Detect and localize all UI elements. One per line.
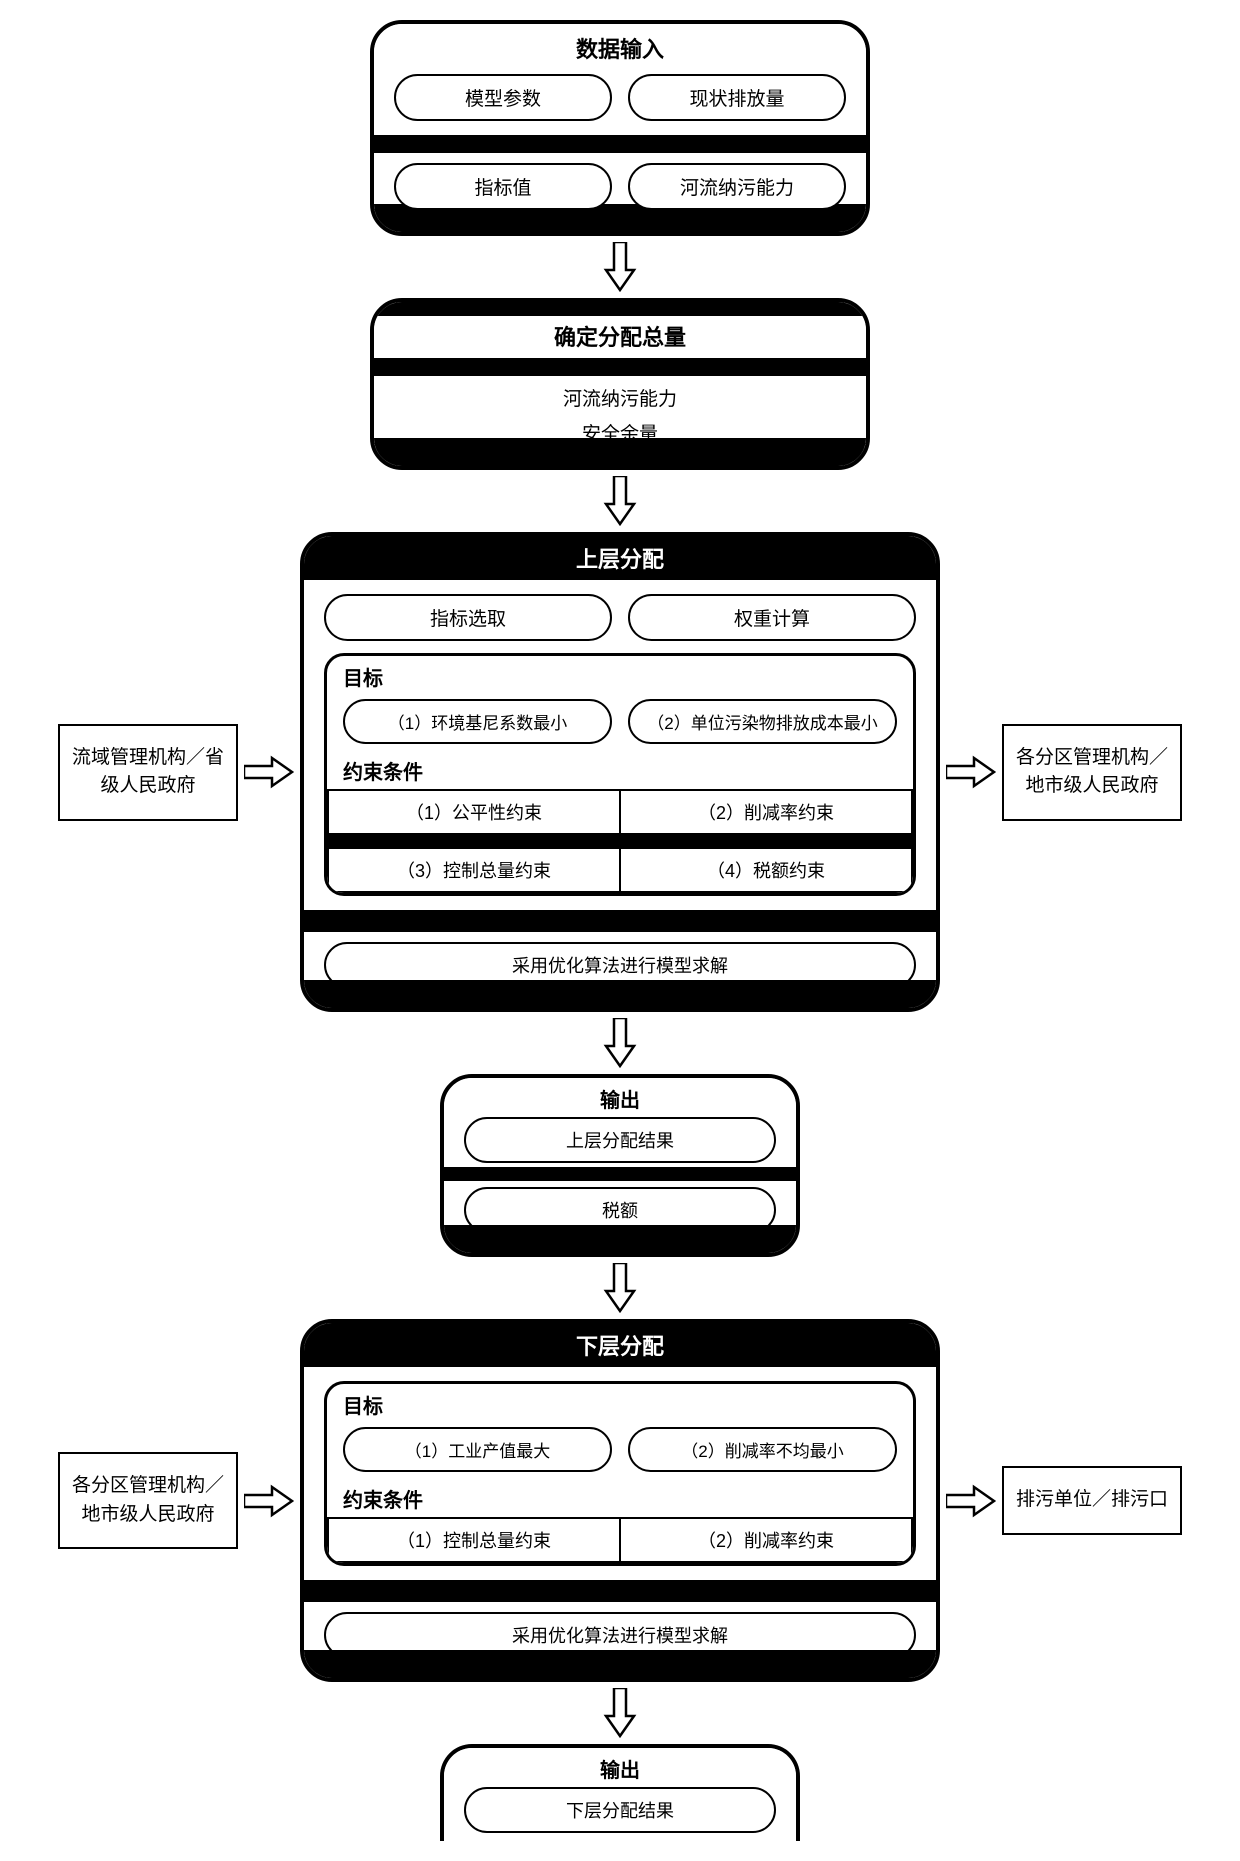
box3-constraints-title: 约束条件 [327,756,913,789]
box-total-allocation: 确定分配总量 河流纳污能力 安全余量 [370,298,870,470]
arrow-down-icon [600,242,640,292]
pill-weight-calc: 权重计算 [628,594,916,641]
cell-lc2: （2）削减率约束 [621,1517,913,1563]
pill-out1: 上层分配结果 [464,1117,776,1163]
box4-title: 输出 [444,1078,796,1117]
flowchart-container: 数据输入 模型参数 现状排放量 指标值 河流纳污能力 确定分配总量 河流纳污能力… [0,20,1240,1841]
pill-goal1: （1）环境基尼系数最小 [343,699,612,744]
box2-line1: 河流纳污能力 [374,376,866,415]
pill-goal-l2: （2）削减率不均最小 [628,1427,897,1472]
box5-constraints-title: 约束条件 [327,1484,913,1517]
box6-title: 输出 [444,1748,796,1787]
box3-title: 上层分配 [304,536,936,580]
box-output-lower: 输出 下层分配结果 [440,1744,800,1841]
box-output-upper: 输出 上层分配结果 税额 [440,1074,800,1257]
pill-goal-l1: （1）工业产值最大 [343,1427,612,1472]
pill-current-emission: 现状排放量 [628,74,846,121]
box-upper-allocation: 上层分配 指标选取 权重计算 目标 （1）环境基尼系数最小 （2）单位污染物排放… [300,532,940,1012]
pill-index-value: 指标值 [394,163,612,210]
box-lower-allocation: 下层分配 目标 （1）工业产值最大 （2）削减率不均最小 约束条件 （1）控制总… [300,1319,940,1682]
arrow-down-icon [600,1018,640,1068]
box3-left-side: 流域管理机构／省级人民政府 [58,724,238,821]
box3-right-side: 各分区管理机构／地市级人民政府 [1002,724,1182,821]
arrow-right-icon [946,1481,996,1521]
pill-out-lower: 下层分配结果 [464,1787,776,1833]
arrow-right-icon [244,752,294,792]
box5-title: 下层分配 [304,1323,936,1367]
cell-c3: （3）控制总量约束 [327,849,621,893]
arrow-down-icon [600,1263,640,1313]
box5-goals-title: 目标 [327,1384,913,1423]
box5-left-side: 各分区管理机构／地市级人民政府 [58,1452,238,1549]
box-data-input: 数据输入 模型参数 现状排放量 指标值 河流纳污能力 [370,20,870,236]
box5-inner: 目标 （1）工业产值最大 （2）削减率不均最小 约束条件 （1）控制总量约束 （… [324,1381,916,1566]
pill-model-params: 模型参数 [394,74,612,121]
box3-inner: 目标 （1）环境基尼系数最小 （2）单位污染物排放成本最小 约束条件 （1）公平… [324,653,916,896]
pill-capacity: 河流纳污能力 [628,163,846,210]
box2-title: 确定分配总量 [374,316,866,358]
box3-goals-title: 目标 [327,656,913,695]
arrow-down-icon [600,476,640,526]
cell-c2: （2）削减率约束 [621,789,913,835]
arrow-right-icon [244,1481,294,1521]
box1-title: 数据输入 [374,24,866,70]
pill-goal2: （2）单位污染物排放成本最小 [628,699,897,744]
box5-right-side: 排污单位／排污口 [1002,1466,1182,1535]
pill-index-select: 指标选取 [324,594,612,641]
cell-c1: （1）公平性约束 [327,789,621,835]
cell-lc1: （1）控制总量约束 [327,1517,621,1563]
cell-c4: （4）税额约束 [621,849,913,893]
arrow-right-icon [946,752,996,792]
arrow-down-icon [600,1688,640,1738]
